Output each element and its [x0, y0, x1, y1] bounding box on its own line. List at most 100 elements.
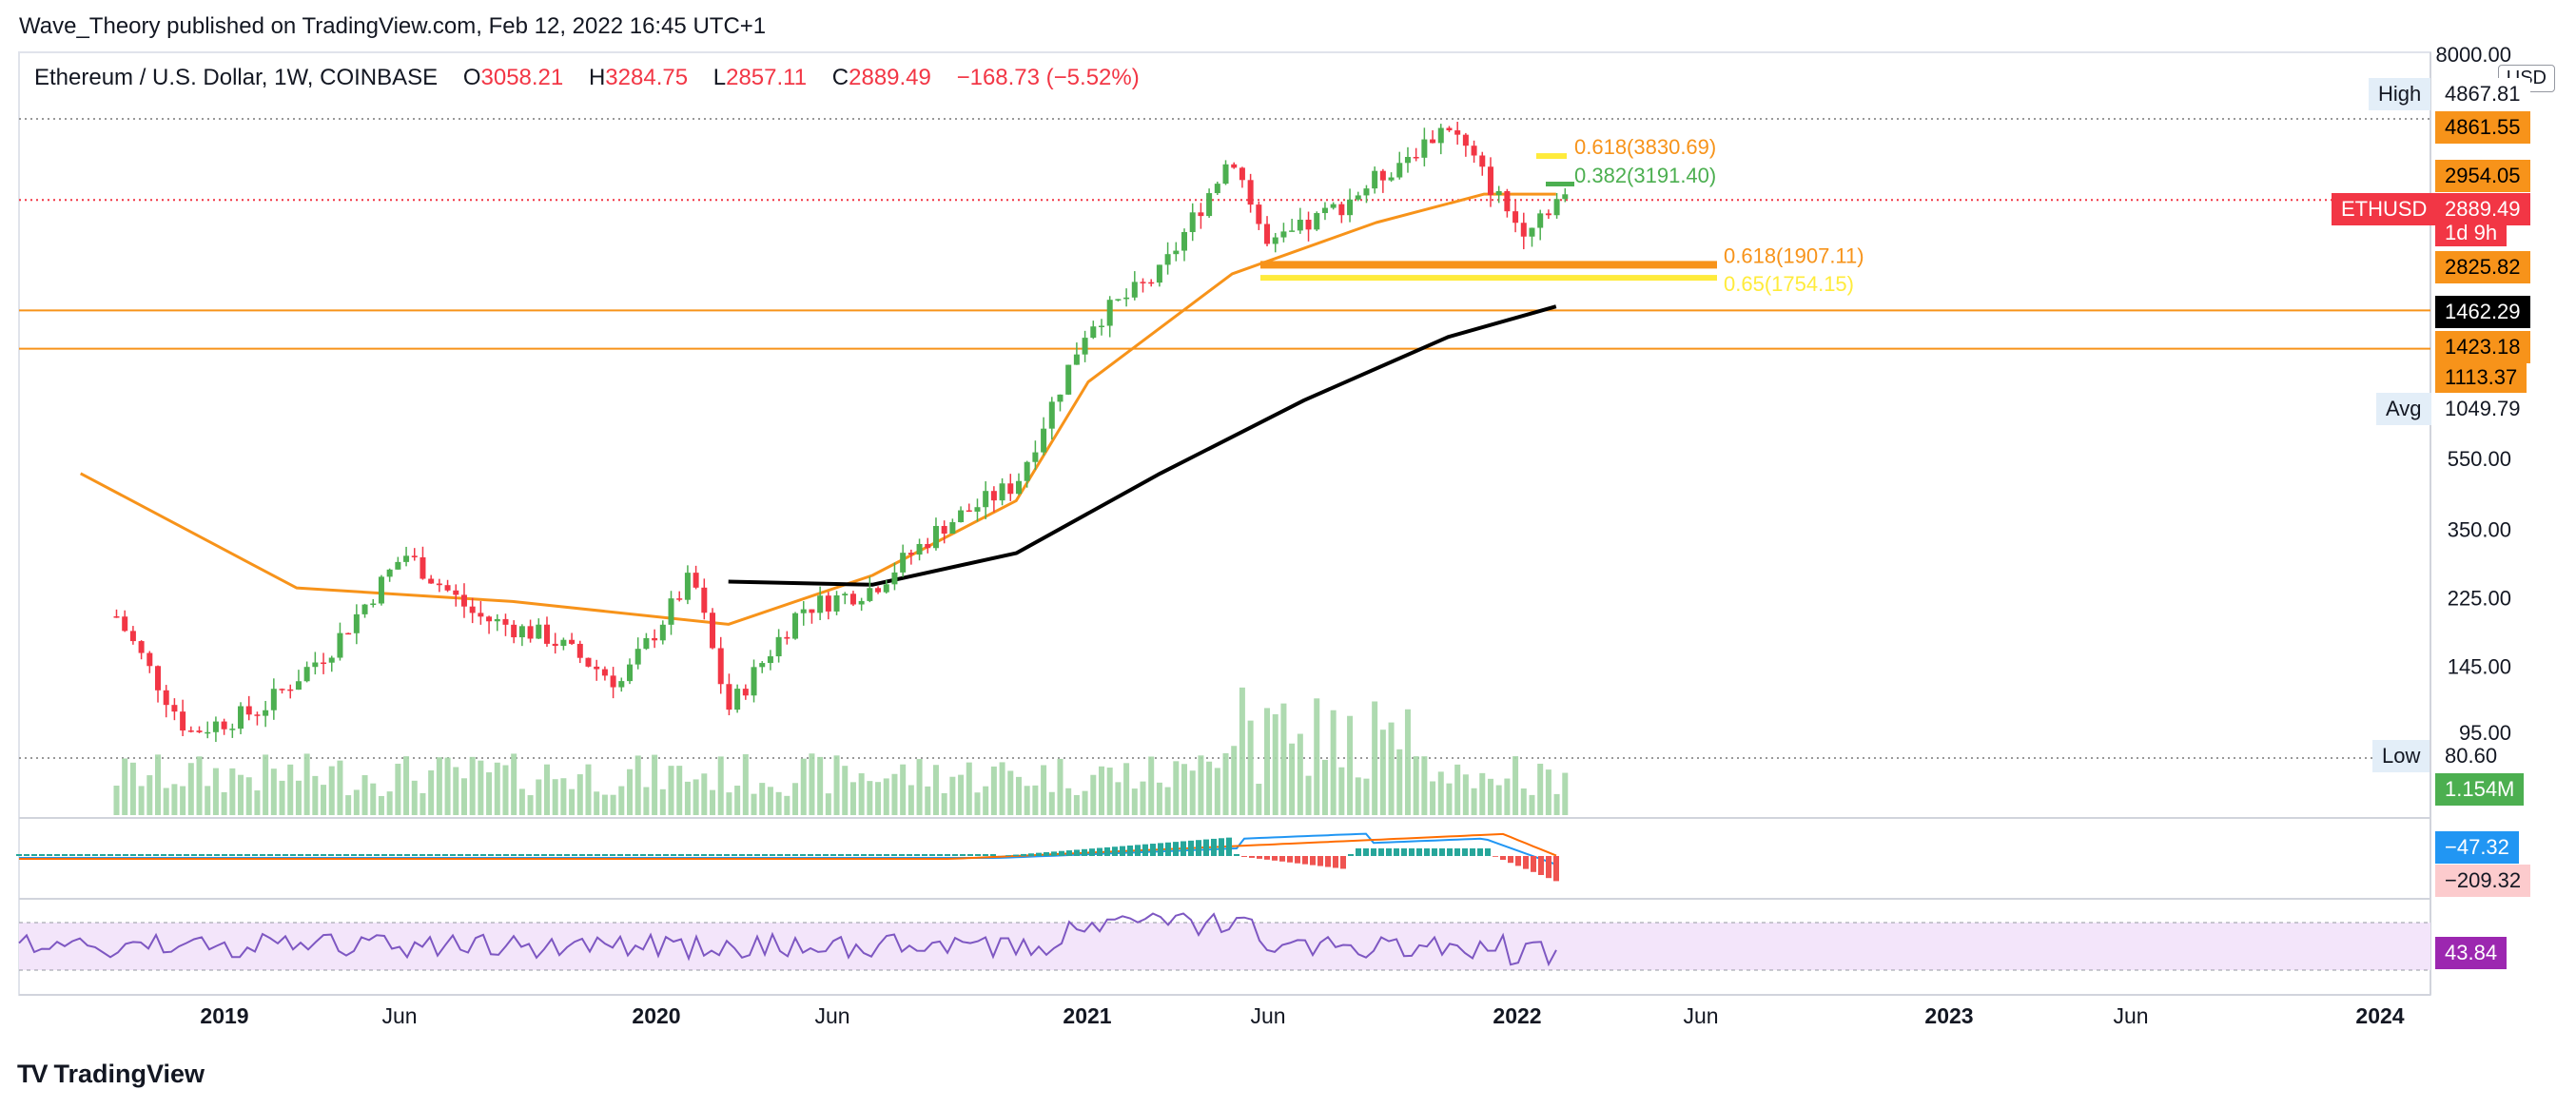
candle-body — [1082, 338, 1088, 355]
macd-histogram-bar — [1333, 856, 1338, 868]
macd-histogram-bar — [1028, 853, 1034, 856]
candle-body — [726, 684, 732, 710]
volume-bar — [353, 789, 360, 815]
macd-histogram-bar — [138, 854, 144, 856]
tradingview-brand[interactable]: TV TradingView — [17, 1060, 205, 1089]
macd-histogram-bar — [579, 854, 585, 856]
candle-body — [916, 543, 923, 555]
open-label: O — [462, 65, 481, 90]
candle-body — [1330, 204, 1337, 208]
volume-bar — [312, 775, 319, 815]
candle-body — [949, 522, 956, 535]
price-tag-avg: 1049.79 — [2435, 393, 2530, 425]
volume-bar — [1421, 756, 1428, 815]
volume-bar — [1305, 775, 1312, 815]
volume-bar — [627, 769, 634, 815]
volume-bar — [1032, 785, 1039, 815]
macd-histogram-bar — [1264, 856, 1270, 860]
volume-bar — [742, 754, 749, 815]
macd-histogram-bar — [427, 854, 433, 856]
candle-body — [643, 637, 650, 650]
macd-histogram-bar — [739, 854, 745, 856]
candle-body — [1057, 394, 1064, 402]
candle-body — [1446, 127, 1453, 131]
macd-histogram-bar — [861, 854, 867, 856]
macd-histogram-bar — [595, 854, 600, 856]
macd-histogram-bar — [777, 854, 783, 856]
macd-histogram-bar — [412, 854, 418, 856]
candle-body — [171, 705, 178, 712]
volume-bar — [1239, 687, 1245, 815]
volume-bar — [858, 773, 865, 815]
volume-bar — [1007, 770, 1014, 815]
candle-body — [1140, 282, 1146, 283]
macd-histogram-bar — [876, 854, 882, 856]
macd-histogram-bar — [1059, 850, 1064, 856]
volume-bar — [1222, 752, 1229, 815]
volume-bar — [875, 782, 882, 815]
macd-histogram-bar — [62, 854, 68, 856]
candle-body — [1297, 220, 1303, 231]
macd-histogram-bar — [975, 854, 981, 856]
candle-body — [1131, 282, 1138, 298]
candle-body — [221, 721, 227, 730]
macd-histogram-bar — [1097, 847, 1103, 856]
candle-body — [742, 689, 749, 696]
macd-histogram-bar — [229, 854, 235, 856]
macd-histogram-bar — [808, 854, 813, 856]
candle-body — [1173, 250, 1180, 255]
volume-bar — [1247, 720, 1254, 815]
candle-body — [1198, 212, 1204, 217]
macd-histogram-bar — [1386, 848, 1392, 856]
candle-body — [576, 643, 583, 658]
volume-bar — [146, 775, 153, 815]
macd-histogram-bar — [1447, 848, 1453, 856]
macd-histogram-bar — [1241, 856, 1247, 857]
macd-histogram-bar — [1470, 848, 1475, 856]
macd-histogram-bar — [1325, 856, 1331, 867]
macd-histogram-bar — [823, 854, 829, 856]
macd-histogram-bar — [747, 854, 752, 856]
macd-histogram-bar — [564, 854, 570, 856]
macd-histogram-bar — [800, 854, 806, 856]
volume-bar — [1156, 782, 1162, 815]
x-tick-label: 2024 — [2355, 1003, 2404, 1028]
candle-body — [378, 576, 384, 604]
fib-zone-618 — [1260, 261, 1717, 269]
macd-histogram-bar — [435, 854, 440, 856]
ema-line — [79, 192, 1556, 626]
candle-body — [966, 510, 972, 513]
candle-body — [1562, 194, 1569, 200]
volume-bar — [1545, 769, 1551, 815]
volume-bar — [1115, 782, 1122, 815]
candle-body — [1314, 213, 1320, 230]
macd-histogram-bar — [222, 854, 227, 856]
candle-body — [610, 675, 616, 688]
macd-histogram-bar — [237, 854, 243, 856]
candle-body — [634, 649, 641, 665]
volume-bar — [1231, 746, 1238, 815]
macd-histogram-bar — [1553, 856, 1559, 882]
candle-body — [1015, 480, 1022, 495]
volume-bar — [113, 786, 120, 815]
volume-bar — [883, 778, 889, 815]
macd-histogram-bar — [1279, 856, 1285, 862]
macd-histogram-bar — [107, 854, 113, 856]
volume-bar — [1454, 764, 1461, 815]
volume-bar — [543, 764, 550, 815]
volume-bar — [370, 783, 377, 815]
candle-body — [883, 584, 889, 593]
macd-histogram-bar — [701, 854, 707, 856]
candle-body — [386, 569, 393, 577]
macd-histogram-bar — [214, 854, 220, 856]
macd-histogram-bar — [473, 854, 478, 856]
macd-histogram-bar — [1181, 841, 1186, 856]
candle-body — [245, 706, 252, 715]
candle-body — [254, 714, 261, 716]
candle-body — [436, 583, 442, 586]
volume-bar — [171, 784, 178, 815]
volume-bar — [569, 788, 576, 815]
macd-histogram-bar — [792, 854, 798, 856]
volume-bar — [1024, 786, 1030, 815]
